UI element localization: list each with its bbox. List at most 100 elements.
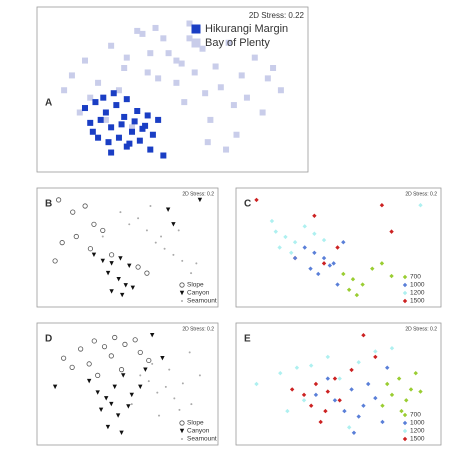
legend-swatch	[402, 282, 408, 288]
point	[380, 419, 385, 425]
point	[181, 382, 184, 385]
point	[139, 30, 146, 37]
point	[102, 109, 109, 116]
point	[132, 337, 138, 343]
point	[137, 349, 143, 356]
panel-frame	[235, 322, 442, 446]
point	[313, 392, 319, 398]
point	[110, 90, 117, 97]
point	[87, 246, 94, 252]
point	[301, 398, 307, 403]
point	[380, 403, 385, 408]
point	[119, 211, 122, 214]
point	[154, 241, 157, 244]
stress-label: 2D Stress: 0.2	[405, 191, 437, 197]
point	[131, 118, 138, 125]
point	[325, 354, 331, 360]
point	[199, 45, 206, 52]
point	[327, 263, 333, 268]
panel-frame	[36, 187, 219, 308]
point	[418, 389, 423, 394]
legend-swatch	[191, 24, 201, 34]
point	[335, 282, 340, 287]
legend-label: 1200	[410, 290, 425, 297]
point	[349, 367, 354, 373]
point	[332, 376, 338, 381]
point	[108, 149, 115, 156]
point	[76, 109, 83, 116]
point	[190, 272, 193, 275]
point	[337, 376, 342, 381]
point	[102, 116, 109, 123]
point	[109, 252, 115, 258]
point	[356, 414, 361, 419]
point	[323, 408, 328, 414]
point	[230, 102, 237, 109]
point	[373, 349, 378, 354]
point	[164, 385, 167, 388]
point	[171, 222, 176, 227]
legend-label: 700	[410, 412, 421, 419]
point	[91, 252, 97, 258]
point	[104, 396, 109, 401]
point	[177, 229, 180, 232]
point	[121, 113, 128, 120]
point	[158, 414, 161, 417]
point	[143, 367, 148, 372]
point	[351, 430, 357, 435]
point	[120, 292, 125, 298]
point	[155, 116, 162, 123]
point	[212, 63, 219, 70]
point	[289, 250, 294, 255]
point	[277, 245, 282, 250]
point	[115, 134, 122, 141]
point	[86, 378, 92, 384]
point	[121, 373, 126, 378]
point	[294, 365, 300, 370]
point	[123, 143, 130, 150]
point	[127, 263, 132, 269]
point	[121, 64, 128, 71]
point	[173, 397, 176, 400]
point	[181, 259, 184, 262]
point	[181, 99, 188, 106]
point	[283, 234, 288, 240]
legend-label: 700	[410, 274, 421, 281]
point	[302, 224, 307, 229]
legend-label: Slope	[187, 282, 204, 289]
point	[373, 395, 378, 401]
point	[254, 197, 259, 203]
point	[109, 401, 114, 407]
point	[270, 64, 277, 71]
point	[129, 128, 136, 135]
legend-swatch	[179, 420, 185, 426]
point	[178, 408, 181, 411]
point	[138, 384, 143, 390]
point	[92, 99, 99, 106]
point	[178, 60, 185, 67]
point	[186, 20, 193, 27]
point	[191, 69, 198, 76]
stress-label: 2D Stress: 0.2	[182, 326, 214, 332]
stress-label: 2D Stress: 0.2	[182, 191, 214, 197]
point	[332, 398, 338, 403]
point	[233, 131, 240, 138]
point	[87, 119, 94, 126]
point	[129, 124, 136, 131]
stress-label: 2D Stress: 0.2	[405, 326, 437, 332]
point	[147, 50, 154, 57]
point	[112, 334, 118, 341]
point	[404, 398, 409, 403]
point	[308, 403, 314, 408]
point	[144, 270, 150, 276]
point	[278, 370, 283, 376]
point	[301, 392, 307, 398]
point	[130, 403, 133, 406]
panel-frame	[36, 322, 219, 446]
point	[82, 203, 88, 209]
point	[118, 367, 125, 373]
point	[277, 87, 284, 94]
point	[197, 197, 203, 203]
legend-swatch	[179, 282, 185, 288]
